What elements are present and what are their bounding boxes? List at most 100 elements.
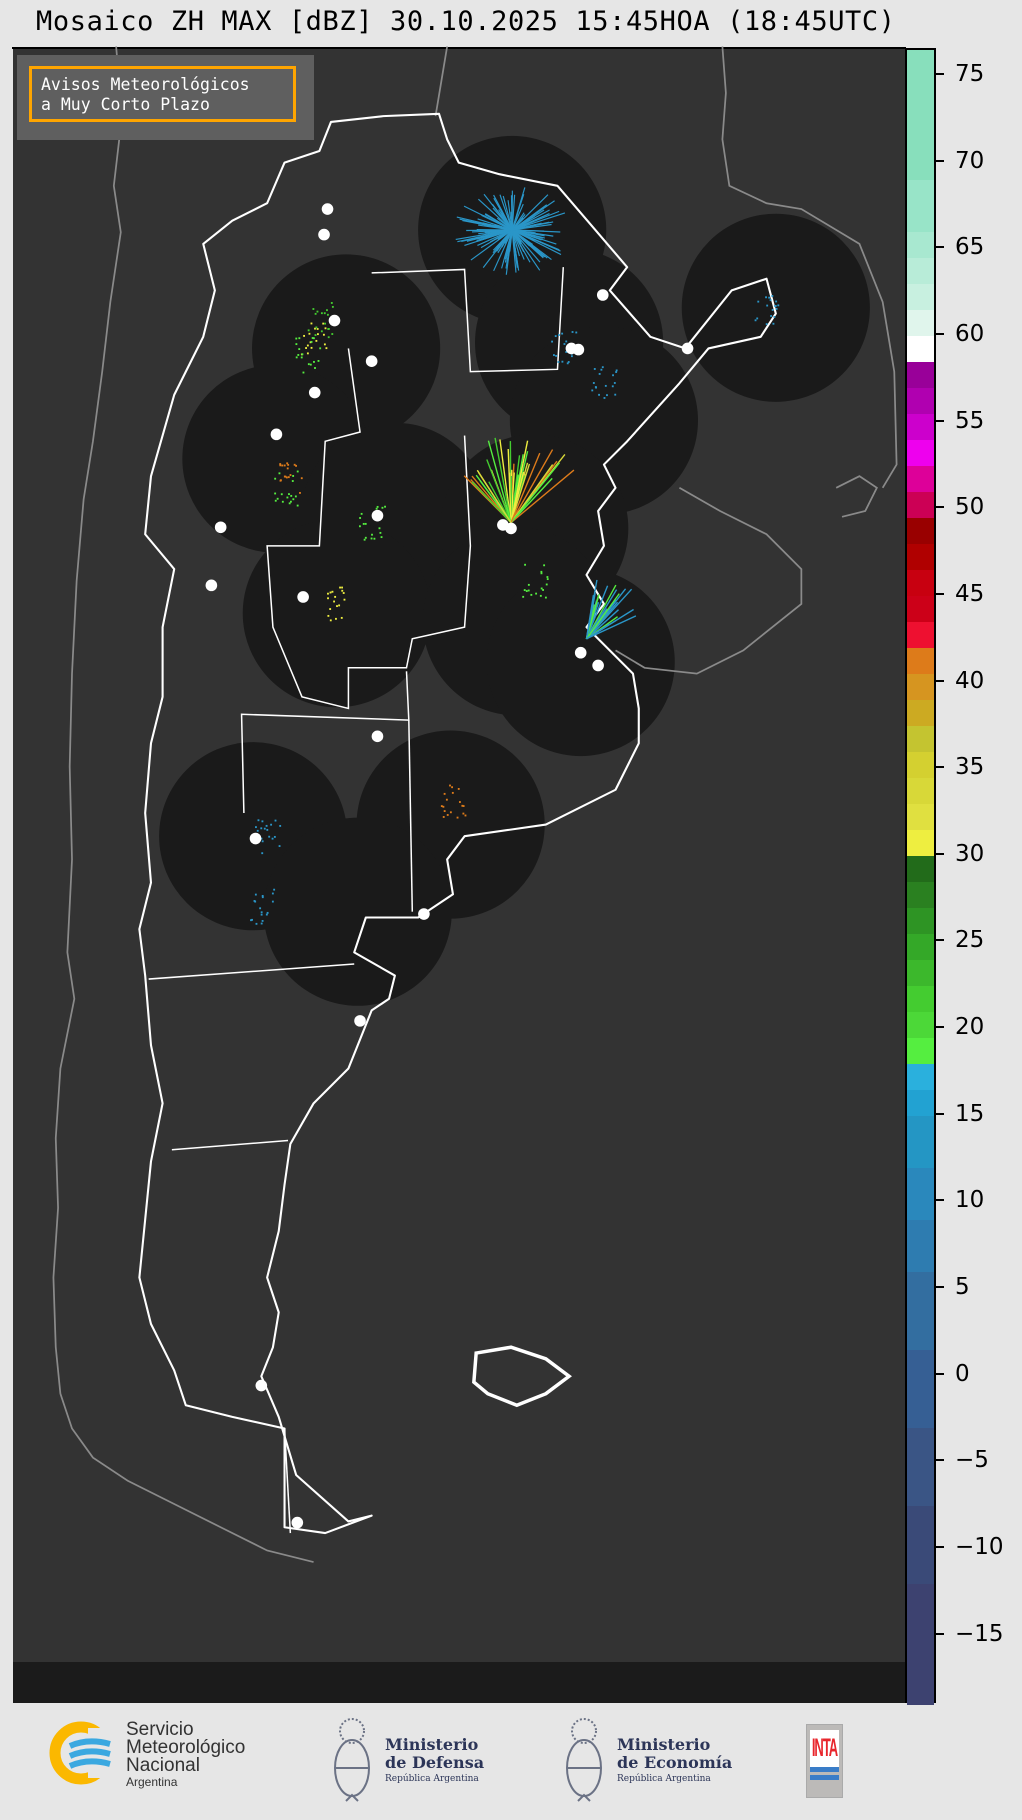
echo-pixel [373, 537, 376, 540]
echo-pixel [575, 331, 578, 334]
echo-pixel [274, 477, 277, 480]
radar-site-icon [592, 659, 604, 672]
echo-pixel [296, 504, 299, 507]
argentina-border [138, 112, 777, 1535]
province-borders [148, 267, 565, 1534]
colorbar-bin [907, 569, 934, 597]
colorbar-bin [907, 1427, 934, 1507]
echo-pixel [265, 913, 268, 916]
echo-pixel [554, 335, 557, 338]
echo-ray [471, 481, 512, 524]
colorbar-bin [907, 543, 934, 571]
radar-coverage-circle [681, 213, 870, 402]
echo-pixel [261, 919, 264, 922]
echo-pixel [555, 354, 558, 357]
echo-pixel [261, 896, 264, 899]
echo-pixel [613, 382, 616, 384]
echo-pixel [462, 812, 465, 815]
colorbar-bin [907, 829, 934, 857]
echo-pixel [306, 344, 309, 347]
echo-ray [473, 229, 513, 240]
echo-ray [496, 229, 513, 252]
echo-pixel [600, 368, 603, 371]
echo-pixel [774, 305, 777, 307]
echo-pixel [773, 316, 776, 318]
economia-logo-text: Ministerio de Economía República Argenti… [617, 1736, 732, 1786]
echo-pixel [300, 356, 303, 359]
echo-pixel [315, 326, 318, 329]
echo-ray [502, 195, 513, 231]
colorbar-bin [907, 491, 934, 519]
echo-pixel [379, 531, 382, 534]
echo-pixel [376, 505, 379, 508]
echo-pixel [333, 600, 335, 603]
echo-ray [511, 229, 519, 265]
colorbar-tick-mark [936, 332, 944, 335]
echo-pixel [443, 810, 446, 812]
radar-coverage-circle [242, 519, 431, 708]
colorbar-bin [907, 1349, 934, 1429]
colorbar-bin [907, 465, 934, 493]
echo-pixel [319, 347, 322, 350]
uruguay-border [615, 487, 803, 675]
echo-ray [510, 471, 525, 523]
echo-pixel [770, 315, 773, 317]
echo-pixel [283, 464, 286, 467]
echo-ray [586, 609, 620, 640]
echo-pixel [323, 312, 326, 315]
colorbar-tick-mark [936, 1546, 944, 1549]
echo-pixel [256, 829, 259, 832]
map-frame-top [12, 47, 906, 49]
echo-pixel [540, 587, 543, 590]
echo-pixel [566, 362, 569, 365]
echo-pixel [362, 522, 365, 525]
colorbar-bin [907, 1271, 934, 1351]
echo-pixel [462, 805, 465, 807]
echo-pixel [278, 472, 281, 475]
echo-ray [478, 198, 513, 231]
echo-pixel [305, 347, 308, 349]
echo-pixel [255, 922, 258, 925]
radar-site-icon [371, 730, 384, 743]
echo-pixel [279, 463, 282, 465]
echo-ray [585, 579, 598, 639]
echo-pixel [327, 597, 329, 600]
echo-pixel [340, 616, 343, 619]
echo-pixel [295, 343, 298, 346]
page-title: Mosaico ZH MAX [dBZ] 30.10.2025 15:45HOA… [36, 6, 896, 37]
echo-pixel [546, 578, 549, 581]
echo-ray [511, 212, 566, 231]
echo-pixel [443, 792, 446, 795]
echo-pixel [546, 576, 549, 578]
echo-pixel [557, 361, 560, 363]
echo-pixel [257, 819, 260, 822]
echo-pixel [309, 341, 312, 344]
echo-pixel [260, 827, 263, 830]
echo-pixel [270, 823, 273, 826]
radar-site-icon [681, 342, 694, 355]
echo-pixel [295, 464, 297, 467]
echo-pixel [530, 593, 533, 596]
echo-pixel [598, 393, 600, 396]
bolivia-border [434, 46, 448, 117]
echo-pixel [380, 536, 383, 539]
echo-pixel [551, 340, 553, 343]
echo-pixel [297, 354, 300, 356]
inta-label: INTA [811, 1733, 838, 1762]
echo-pixel [768, 296, 771, 299]
colorbar-tick-label: 30 [955, 840, 985, 867]
echo-pixel [384, 505, 386, 508]
radar-site-icon [214, 521, 227, 534]
colorbar-tick-mark [936, 1372, 944, 1375]
echo-pixel [329, 591, 332, 594]
colorbar-tick-label: 20 [955, 1014, 985, 1041]
echo-ray [470, 229, 513, 261]
echo-pixel [360, 512, 363, 515]
echo-pixel [276, 497, 279, 500]
echo-pixel [292, 498, 295, 501]
echo-ray [493, 229, 513, 272]
colorbar-bin [907, 1011, 934, 1039]
echo-pixel [287, 476, 290, 479]
radar-site-icon [270, 428, 283, 441]
colorbar-tick-label: 15 [955, 1100, 985, 1127]
